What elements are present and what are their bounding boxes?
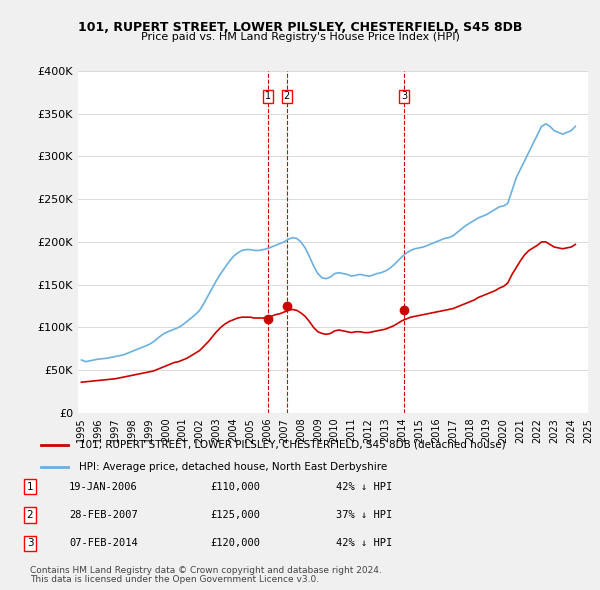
- Text: 1: 1: [265, 91, 271, 101]
- Text: Contains HM Land Registry data © Crown copyright and database right 2024.: Contains HM Land Registry data © Crown c…: [30, 566, 382, 575]
- Text: 101, RUPERT STREET, LOWER PILSLEY, CHESTERFIELD, S45 8DB: 101, RUPERT STREET, LOWER PILSLEY, CHEST…: [78, 21, 522, 34]
- Text: 3: 3: [26, 539, 34, 548]
- Text: £110,000: £110,000: [210, 482, 260, 491]
- Text: 28-FEB-2007: 28-FEB-2007: [69, 510, 138, 520]
- Text: 101, RUPERT STREET, LOWER PILSLEY, CHESTERFIELD, S45 8DB (detached house): 101, RUPERT STREET, LOWER PILSLEY, CHEST…: [79, 440, 505, 450]
- Text: 42% ↓ HPI: 42% ↓ HPI: [336, 539, 392, 548]
- Text: 07-FEB-2014: 07-FEB-2014: [69, 539, 138, 548]
- Text: 2: 2: [26, 510, 34, 520]
- Text: 19-JAN-2006: 19-JAN-2006: [69, 482, 138, 491]
- Text: £120,000: £120,000: [210, 539, 260, 548]
- Text: HPI: Average price, detached house, North East Derbyshire: HPI: Average price, detached house, Nort…: [79, 462, 387, 472]
- Text: This data is licensed under the Open Government Licence v3.0.: This data is licensed under the Open Gov…: [30, 575, 319, 584]
- Text: 1: 1: [26, 482, 34, 491]
- Text: 2: 2: [284, 91, 290, 101]
- Text: 37% ↓ HPI: 37% ↓ HPI: [336, 510, 392, 520]
- Text: Price paid vs. HM Land Registry's House Price Index (HPI): Price paid vs. HM Land Registry's House …: [140, 32, 460, 42]
- Text: 42% ↓ HPI: 42% ↓ HPI: [336, 482, 392, 491]
- Text: 3: 3: [401, 91, 407, 101]
- Text: £125,000: £125,000: [210, 510, 260, 520]
